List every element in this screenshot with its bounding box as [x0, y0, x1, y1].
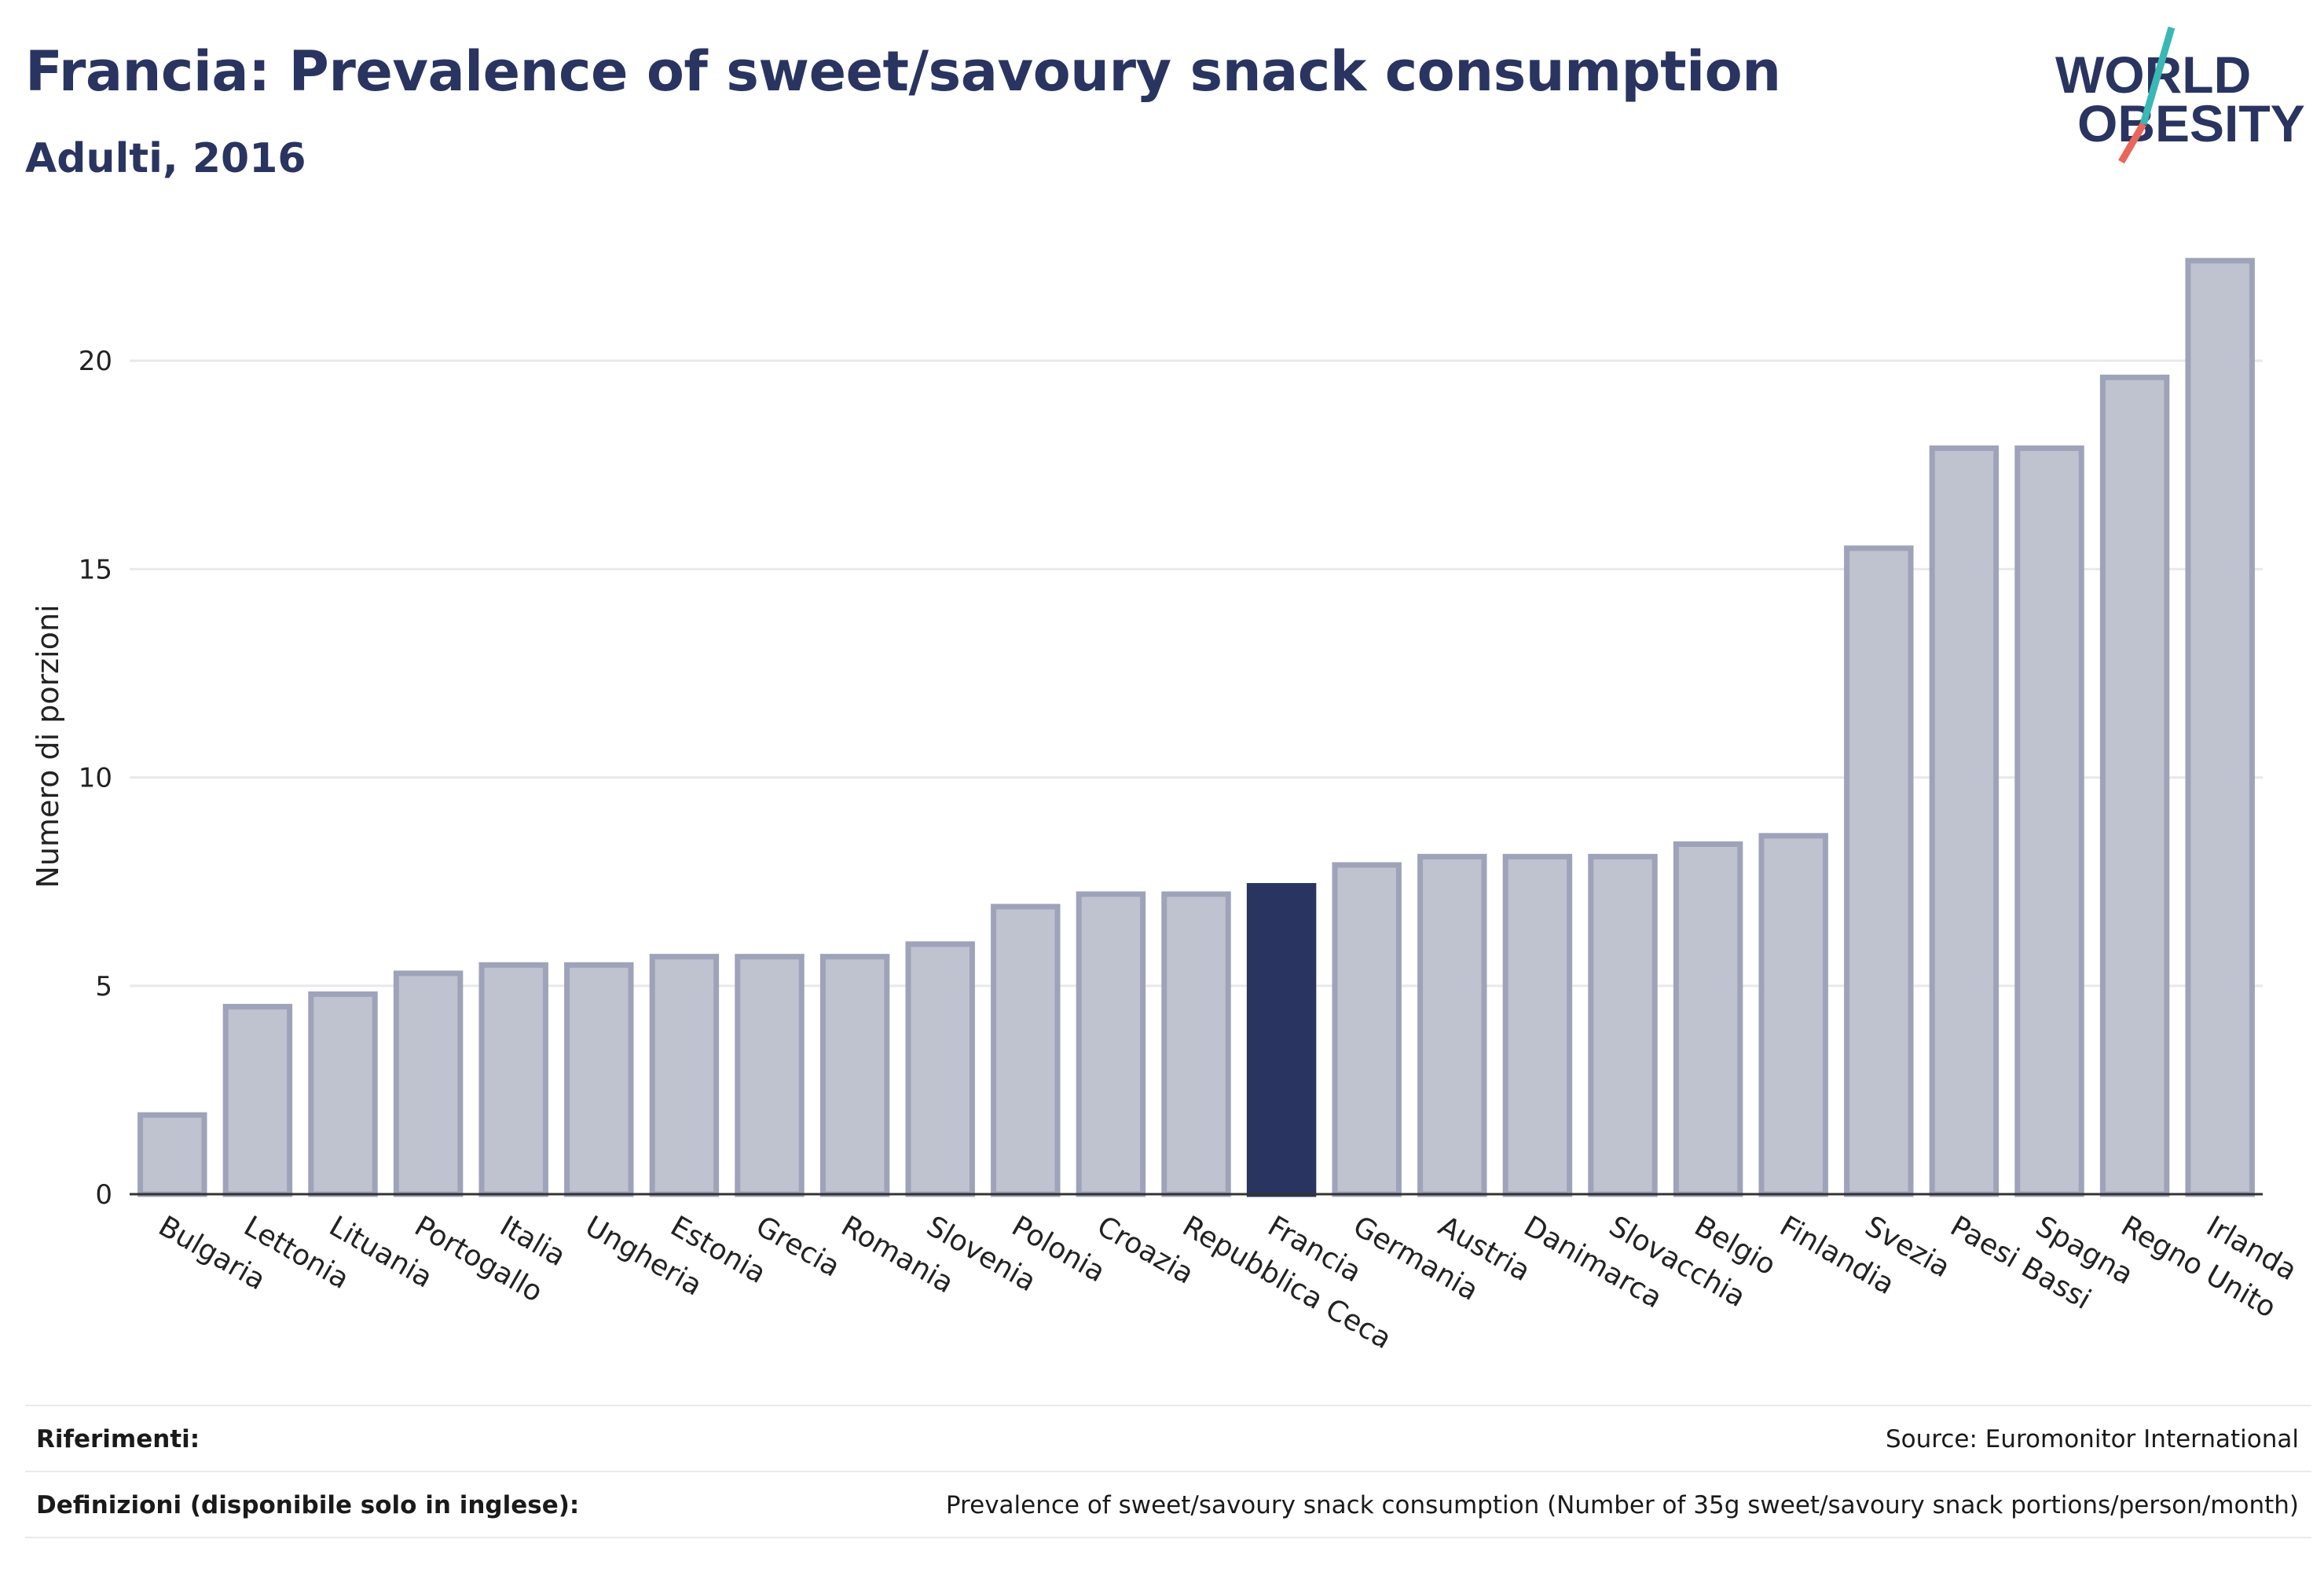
footer-divider [25, 1405, 2311, 1406]
definitions-value: Prevalence of sweet/savoury snack consum… [945, 1491, 2299, 1519]
bar-belgio [1673, 841, 1743, 1197]
chart-subtitle: Adulti, 2016 [25, 135, 306, 182]
logo-line2: OBESITY [2077, 94, 2305, 152]
bar-slovenia [905, 941, 975, 1197]
y-tick-label: 5 [95, 971, 112, 1002]
bar-lituania [308, 991, 378, 1197]
bar-grecia [735, 954, 805, 1197]
y-tick-label: 15 [79, 554, 112, 585]
bar-spagna [2014, 445, 2084, 1197]
definitions-label: Definizioni (disponibile solo in inglese… [36, 1491, 580, 1519]
footer-references-row: Riferimenti: Source: Euromonitor Interna… [36, 1408, 2299, 1471]
chart-title: Francia: Prevalence of sweet/savoury sna… [25, 39, 1781, 104]
footer-divider [25, 1471, 2311, 1472]
bar-polonia [991, 903, 1061, 1197]
bar-irlanda [2185, 258, 2255, 1197]
bar-germania [1332, 862, 1402, 1197]
bar-ungheria [564, 962, 634, 1197]
bar-francia [1246, 882, 1317, 1197]
bar-bulgaria [137, 1112, 207, 1197]
references-value: Source: Euromonitor International [1885, 1425, 2299, 1453]
bar-portogallo [393, 970, 464, 1197]
y-axis-title: Numero di porzioni [31, 604, 65, 888]
world-obesity-logo: WORLD OBESITY [2055, 24, 2315, 173]
bar-danimarca [1502, 853, 1573, 1197]
references-label: Riferimenti: [36, 1425, 200, 1453]
bar-italia [478, 962, 548, 1197]
bar-regno-unito [2099, 374, 2170, 1197]
logo-slash-coral [2118, 122, 2146, 164]
y-tick-label: 10 [79, 763, 112, 794]
bar-svezia [1844, 545, 1914, 1197]
bar-romania [819, 954, 890, 1197]
y-tick-label: 0 [95, 1179, 112, 1211]
bar-lettonia [222, 1003, 293, 1197]
bar-croazia [1076, 891, 1146, 1197]
bar-austria [1417, 853, 1487, 1197]
footer-definitions-row: Definizioni (disponibile solo in inglese… [36, 1474, 2299, 1537]
logo-slash-teal [2139, 26, 2176, 126]
bar-paesi-bassi [1929, 445, 2000, 1197]
footer-divider [25, 1537, 2311, 1538]
bar-slovacchia [1588, 853, 1658, 1197]
bar-repubblica-ceca [1161, 891, 1231, 1197]
bar-estonia [649, 954, 720, 1197]
y-tick-label: 20 [79, 346, 112, 377]
bar-finlandia [1758, 833, 1828, 1197]
x-tick-label: Croazia [1091, 1210, 1199, 1291]
